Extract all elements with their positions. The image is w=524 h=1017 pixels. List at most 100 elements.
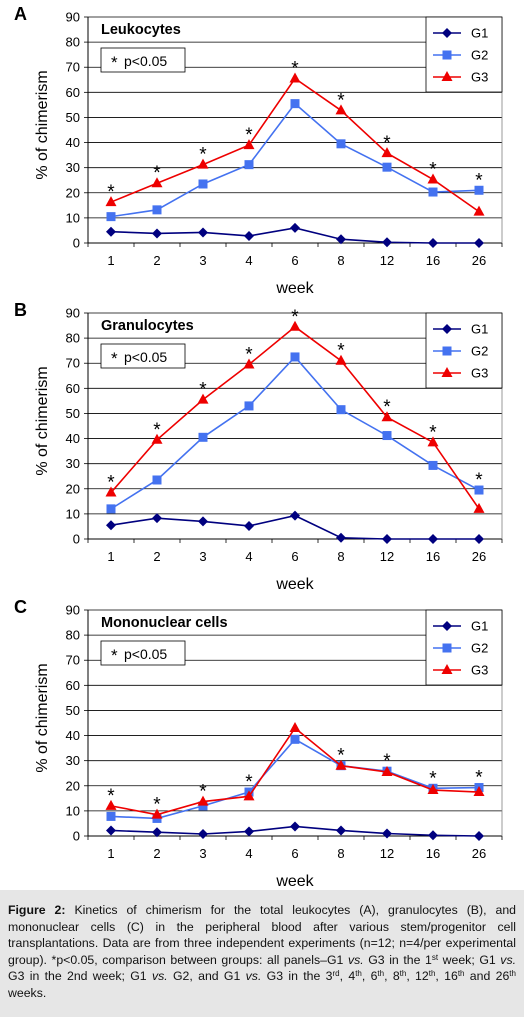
series-g2 bbox=[106, 352, 484, 514]
data-point bbox=[243, 139, 255, 150]
legend-label: G3 bbox=[471, 663, 488, 678]
data-point bbox=[152, 827, 162, 838]
y-tick-label: 0 bbox=[73, 236, 80, 251]
data-point bbox=[336, 405, 346, 415]
significance-asterisk: * bbox=[337, 746, 345, 767]
y-axis-label: % of chimerism bbox=[34, 663, 51, 772]
significance-asterisk: * bbox=[383, 133, 391, 154]
data-point bbox=[198, 179, 208, 189]
y-tick-label: 40 bbox=[66, 728, 80, 743]
legend-marker bbox=[441, 71, 453, 81]
data-point bbox=[151, 177, 163, 188]
data-point bbox=[243, 790, 255, 801]
data-point bbox=[152, 205, 162, 215]
legend-marker bbox=[442, 621, 452, 631]
significance-asterisk: * bbox=[383, 751, 391, 772]
y-tick-label: 30 bbox=[66, 456, 80, 471]
x-tick-label: 2 bbox=[153, 846, 160, 861]
data-point bbox=[381, 765, 393, 776]
x-tick-label: 1 bbox=[107, 549, 114, 564]
significance-asterisk: * bbox=[337, 90, 345, 111]
y-tick-label: 60 bbox=[66, 381, 80, 396]
y-tick-label: 80 bbox=[66, 35, 80, 50]
data-point bbox=[289, 722, 301, 733]
y-tick-label: 20 bbox=[66, 778, 80, 793]
data-point bbox=[473, 786, 485, 797]
significance-asterisk: * bbox=[107, 786, 115, 807]
legend-label: G3 bbox=[471, 70, 488, 85]
y-tick-label: 60 bbox=[66, 678, 80, 693]
data-point bbox=[290, 821, 300, 832]
significance-asterisk: * bbox=[291, 307, 299, 328]
data-point bbox=[382, 237, 392, 248]
x-tick-label: 16 bbox=[426, 549, 440, 564]
y-axis-label: % of chimerism bbox=[34, 70, 51, 179]
annotation-box bbox=[100, 47, 186, 73]
y-tick-label: 50 bbox=[66, 110, 80, 125]
significance-asterisk: * bbox=[291, 59, 299, 80]
data-point bbox=[151, 433, 163, 444]
series-line bbox=[110, 738, 480, 820]
data-point bbox=[105, 196, 117, 207]
data-point bbox=[428, 830, 438, 841]
significance-asterisk: * bbox=[199, 145, 207, 166]
data-point bbox=[152, 228, 162, 239]
y-tick-label: 30 bbox=[66, 160, 80, 175]
significance-asterisk: * bbox=[107, 473, 115, 494]
y-tick-label: 40 bbox=[66, 431, 80, 446]
series-g3 bbox=[105, 722, 485, 819]
x-tick-label: 16 bbox=[426, 846, 440, 861]
x-tick-label: 6 bbox=[291, 846, 298, 861]
significance-asterisk: * bbox=[429, 159, 437, 180]
x-tick-label: 4 bbox=[245, 846, 252, 861]
x-tick-label: 12 bbox=[380, 549, 394, 564]
significance-asterisk: * bbox=[475, 170, 483, 191]
data-point bbox=[427, 784, 439, 795]
data-point bbox=[474, 185, 484, 195]
data-point bbox=[106, 226, 116, 237]
data-point bbox=[381, 147, 393, 158]
data-point bbox=[290, 510, 300, 521]
data-point bbox=[198, 432, 208, 442]
data-point bbox=[105, 486, 117, 497]
panel-letter: B bbox=[14, 300, 27, 320]
figure-caption: Figure 2: Kinetics of chimerism for the … bbox=[8, 902, 516, 1002]
annotation-text: p<0.05 bbox=[124, 646, 167, 662]
data-point bbox=[381, 411, 393, 422]
significance-asterisk: * bbox=[337, 341, 345, 362]
chart-title: Granulocytes bbox=[101, 318, 194, 334]
significance-asterisk: * bbox=[245, 125, 253, 146]
data-point bbox=[289, 320, 301, 331]
significance-asterisk: * bbox=[153, 795, 161, 816]
legend-marker bbox=[442, 28, 452, 38]
chart-title: Mononuclear cells bbox=[101, 615, 228, 631]
x-tick-label: 4 bbox=[245, 549, 252, 564]
data-point bbox=[427, 173, 439, 184]
y-tick-label: 90 bbox=[66, 603, 80, 618]
legend-label: G2 bbox=[471, 344, 488, 359]
chart-title: Leukocytes bbox=[101, 22, 181, 38]
data-point bbox=[198, 801, 208, 811]
data-point bbox=[106, 212, 116, 222]
y-tick-label: 10 bbox=[66, 210, 80, 225]
data-point bbox=[152, 475, 162, 485]
data-point bbox=[335, 104, 347, 115]
legend-label: G3 bbox=[471, 366, 488, 381]
y-tick-label: 10 bbox=[66, 506, 80, 521]
significance-asterisk: * bbox=[199, 380, 207, 401]
legend-marker bbox=[442, 346, 452, 356]
data-point bbox=[244, 401, 254, 411]
data-point bbox=[197, 393, 209, 404]
data-point bbox=[474, 831, 484, 841]
y-tick-label: 70 bbox=[66, 653, 80, 668]
y-tick-label: 70 bbox=[66, 60, 80, 75]
legend: G1 G2 G3 bbox=[425, 312, 503, 389]
data-point bbox=[427, 436, 439, 447]
annotation-asterisk: * bbox=[111, 349, 118, 368]
data-point bbox=[290, 352, 300, 362]
data-point bbox=[290, 222, 300, 233]
x-tick-label: 8 bbox=[337, 846, 344, 861]
